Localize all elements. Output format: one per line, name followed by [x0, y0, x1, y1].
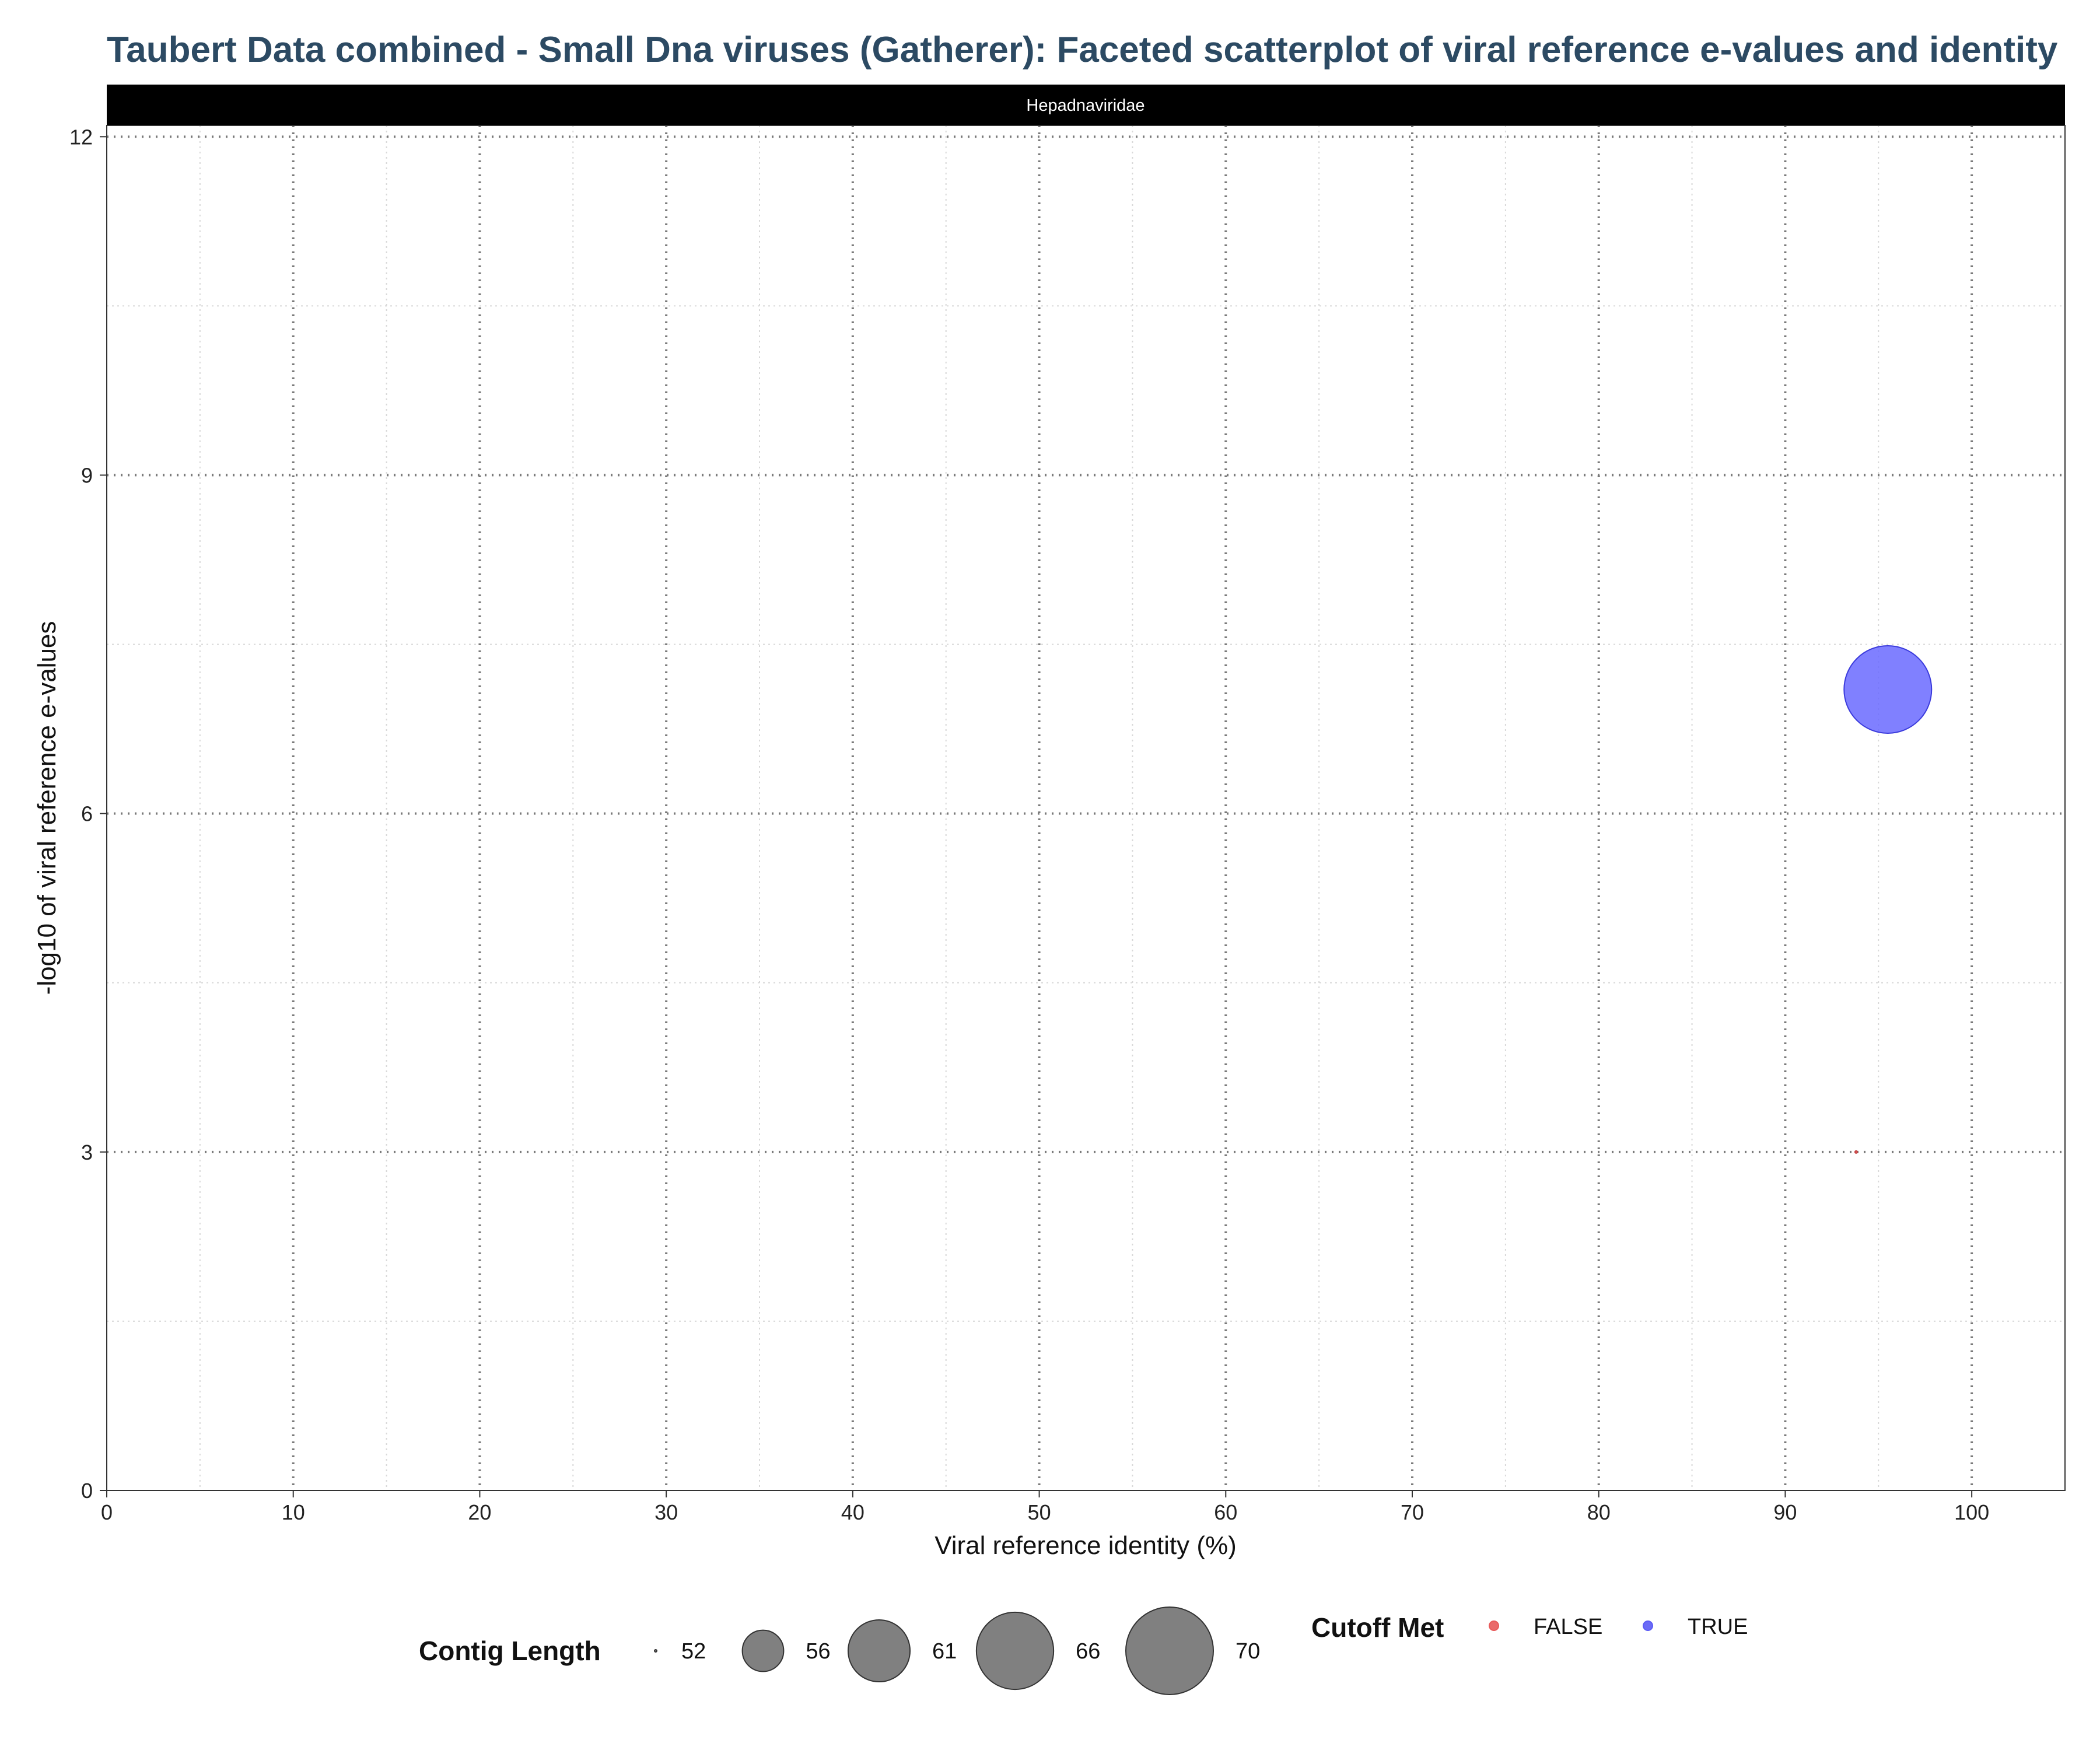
- data-point-cutoff-true: [1843, 645, 1933, 734]
- size-legend-key: [847, 1619, 911, 1683]
- x-tick-label: 80: [1587, 1500, 1611, 1524]
- size-legend-label: 56: [806, 1639, 830, 1664]
- x-tick-label: 70: [1401, 1500, 1424, 1524]
- x-tick-label: 40: [841, 1500, 864, 1524]
- color-legend-label: TRUE: [1688, 1615, 1748, 1639]
- major-grid: [107, 125, 2065, 1490]
- x-tick-label: 10: [282, 1500, 305, 1524]
- size-legend-key: [975, 1611, 1055, 1690]
- size-legend-label: 70: [1236, 1639, 1260, 1664]
- data-point-cutoff-false: [1854, 1150, 1858, 1154]
- y-tick-label: 6: [81, 802, 93, 826]
- chart-title: Taubert Data combined - Small Dna viruse…: [107, 30, 2058, 70]
- facet-strip: [107, 85, 2065, 125]
- y-tick-label: 9: [81, 464, 93, 488]
- color-legend: Cutoff Met FALSE TRUE: [1311, 1612, 1748, 1643]
- size-legend-label: 52: [681, 1639, 706, 1664]
- size-legend-key: [741, 1629, 785, 1672]
- facet-label: Hepadnaviridae: [1026, 96, 1144, 115]
- size-legend-label: 66: [1076, 1639, 1100, 1664]
- size-legend-title: Contig Length: [419, 1636, 601, 1666]
- y-tick-label: 12: [69, 125, 93, 149]
- data-points: [1843, 645, 1933, 1154]
- size-legend-key: [1125, 1606, 1214, 1695]
- color-legend-key: [1489, 1620, 1499, 1631]
- size-legend: Contig Length 52 56 61 66 70: [419, 1606, 1260, 1695]
- size-legend-key: [654, 1649, 657, 1653]
- color-legend-label: FALSE: [1534, 1615, 1602, 1639]
- minor-grid: [107, 125, 2065, 1490]
- x-tick-label: 30: [654, 1500, 678, 1524]
- x-tick-label: 20: [468, 1500, 491, 1524]
- y-tick-label: 0: [81, 1479, 93, 1503]
- y-axis-title: -log10 of viral reference e-values: [33, 621, 61, 995]
- x-tick-label: 100: [1954, 1500, 1989, 1524]
- panel-border: [106, 125, 2066, 1491]
- x-axis-title: Viral reference identity (%): [935, 1531, 1237, 1560]
- y-tick-label: 3: [81, 1140, 93, 1164]
- size-legend-label: 61: [932, 1639, 957, 1664]
- color-legend-title: Cutoff Met: [1311, 1612, 1444, 1643]
- x-axis-ticks: 0 10 20 30 40 50 60 70 80 90 100: [101, 1490, 1989, 1524]
- x-tick-label: 90: [1773, 1500, 1797, 1524]
- x-tick-label: 60: [1214, 1500, 1237, 1524]
- x-tick-label: 50: [1028, 1500, 1051, 1524]
- color-legend-key: [1643, 1620, 1653, 1631]
- y-axis-ticks: 0 3 6 9 12: [69, 125, 107, 1503]
- x-tick-label: 0: [101, 1500, 113, 1524]
